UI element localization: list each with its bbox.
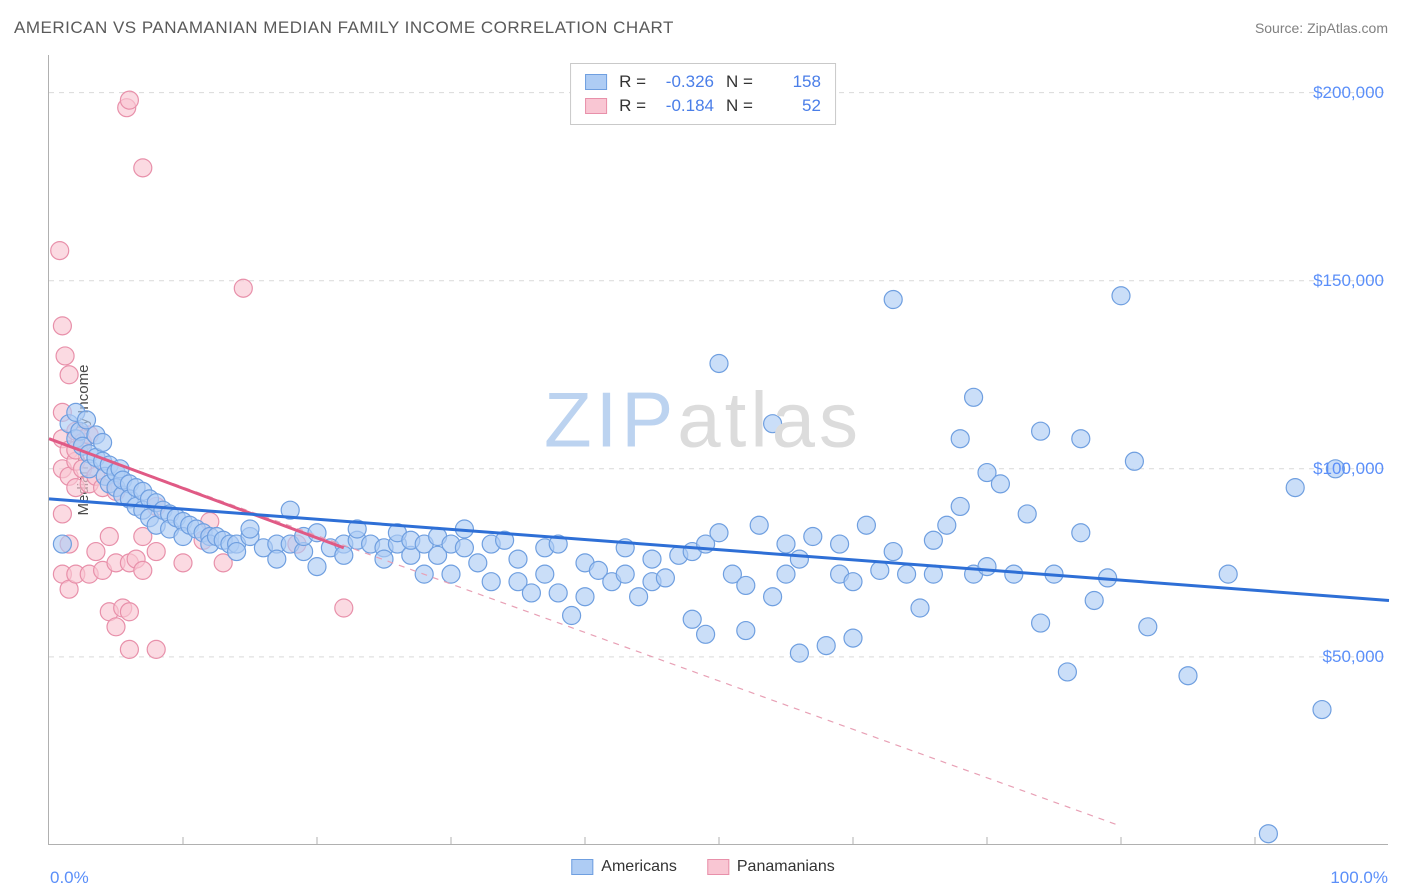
y-tick-label: $150,000	[1313, 271, 1384, 291]
n-label: N =	[726, 94, 753, 118]
plot-area	[48, 55, 1388, 845]
swatch-panamanians	[707, 859, 729, 875]
legend-row-panamanians: R = -0.184 N = 52	[585, 94, 821, 118]
source-label: Source: ZipAtlas.com	[1255, 20, 1388, 36]
n-label: N =	[726, 70, 753, 94]
y-tick-label: $200,000	[1313, 83, 1384, 103]
swatch-panamanians	[585, 98, 607, 114]
swatch-americans	[585, 74, 607, 90]
r-label: R =	[619, 94, 646, 118]
scatter-svg	[49, 55, 1388, 844]
legend-label: Americans	[601, 858, 677, 876]
n-value-americans: 158	[765, 70, 821, 94]
swatch-americans	[571, 859, 593, 875]
x-tick-left: 0.0%	[50, 868, 89, 888]
r-value-panamanians: -0.184	[658, 94, 714, 118]
x-tick-right: 100.0%	[1330, 868, 1388, 888]
series-legend: Americans Panamanians	[571, 858, 834, 876]
chart-title: AMERICAN VS PANAMANIAN MEDIAN FAMILY INC…	[14, 18, 674, 38]
r-value-americans: -0.326	[658, 70, 714, 94]
y-tick-label: $50,000	[1323, 647, 1384, 667]
r-label: R =	[619, 70, 646, 94]
legend-item-panamanians: Panamanians	[707, 858, 835, 876]
correlation-legend: R = -0.326 N = 158 R = -0.184 N = 52	[570, 63, 836, 125]
legend-label: Panamanians	[737, 858, 835, 876]
legend-row-americans: R = -0.326 N = 158	[585, 70, 821, 94]
n-value-panamanians: 52	[765, 94, 821, 118]
y-tick-label: $100,000	[1313, 459, 1384, 479]
legend-item-americans: Americans	[571, 858, 677, 876]
